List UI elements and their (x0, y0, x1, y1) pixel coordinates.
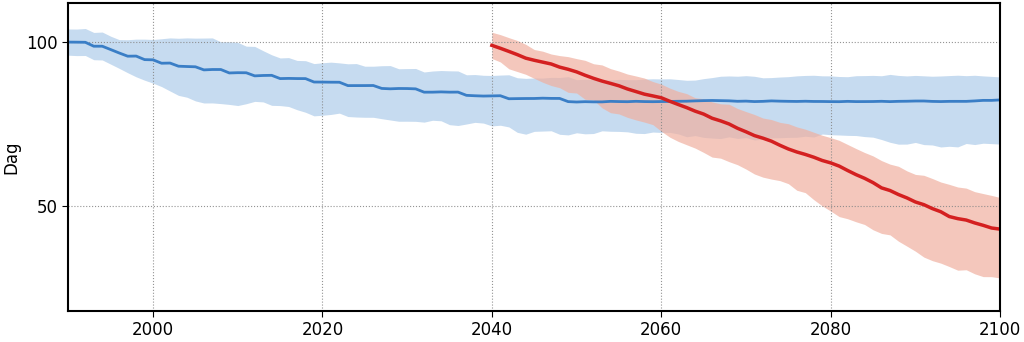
Y-axis label: Dag: Dag (3, 140, 20, 173)
